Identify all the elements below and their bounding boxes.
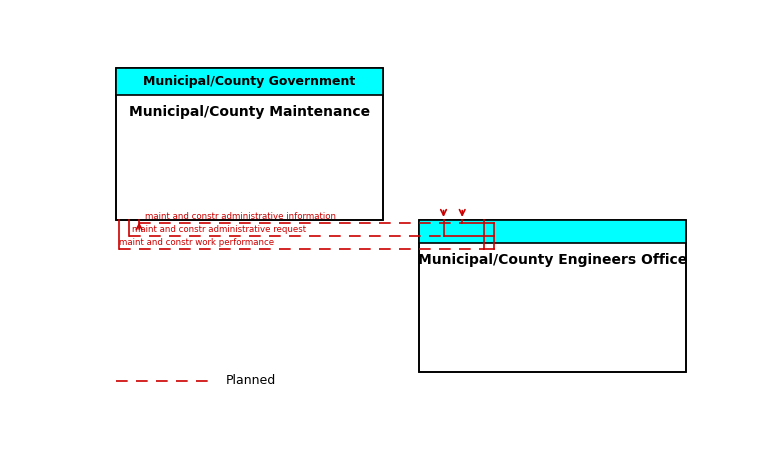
Text: Municipal/County Maintenance: Municipal/County Maintenance [129,106,370,119]
Text: Municipal/County Engineers Office: Municipal/County Engineers Office [418,253,687,267]
Text: Municipal/County Government: Municipal/County Government [143,75,355,88]
Text: Planned: Planned [226,374,276,387]
Bar [420,220,687,242]
Text: maint and constr administrative information: maint and constr administrative informat… [145,211,336,220]
Text: maint and constr administrative request: maint and constr administrative request [132,225,307,234]
Bar [116,68,383,95]
Bar [116,68,383,220]
Text: maint and constr work performance: maint and constr work performance [119,238,274,247]
Bar [116,68,383,220]
Bar [420,220,687,372]
Bar [420,220,687,372]
